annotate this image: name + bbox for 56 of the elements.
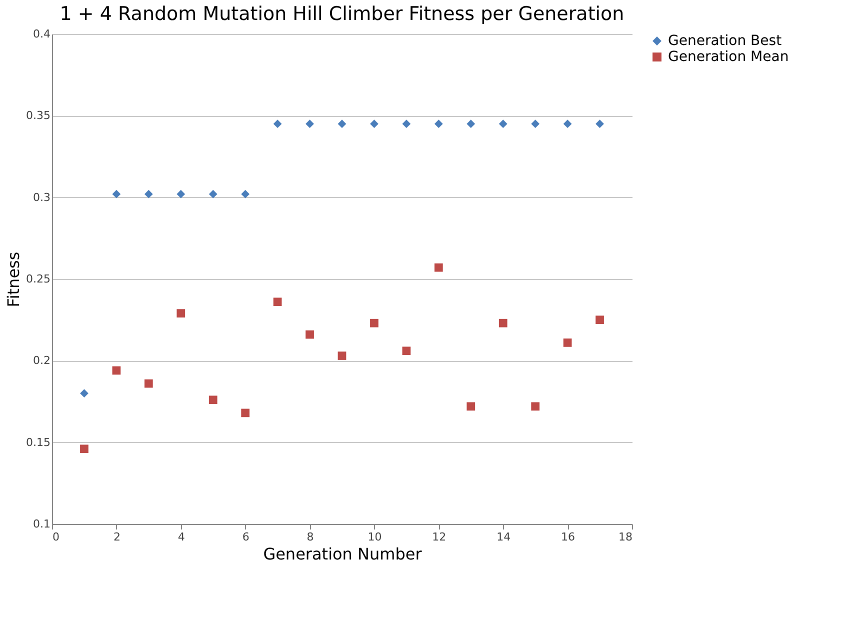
- point: [498, 120, 508, 128]
- x-tick-label: 12: [432, 530, 446, 544]
- x-tick-label: 16: [561, 530, 576, 544]
- point: [531, 120, 540, 128]
- point: [563, 338, 572, 347]
- point: [434, 263, 443, 272]
- legend-label: Generation Mean: [668, 49, 789, 65]
- y-tick-label: 0.2: [33, 354, 50, 368]
- x-axis-title: Generation Number: [263, 544, 422, 564]
- point: [596, 316, 604, 324]
- y-tick-label: 0.3: [33, 190, 50, 204]
- point: [112, 190, 121, 198]
- x-tick-label: 2: [113, 530, 120, 544]
- point: [466, 120, 476, 128]
- legend-label: Generation Best: [668, 33, 782, 49]
- point: [80, 389, 88, 398]
- point: [241, 190, 250, 198]
- y-tick-label: 0.25: [26, 272, 50, 286]
- x-tick-label: 8: [306, 530, 314, 544]
- point: [434, 120, 443, 128]
- x-tick-label: 4: [178, 530, 185, 544]
- point: [370, 120, 378, 128]
- point: [273, 120, 282, 128]
- point: [176, 309, 186, 318]
- x-tick-label: 14: [496, 530, 511, 544]
- point: [338, 120, 346, 128]
- y-tick-label: 0.4: [33, 28, 50, 40]
- point: [241, 408, 250, 418]
- point: [402, 120, 411, 128]
- point: [563, 120, 572, 128]
- x-tick-label: 18: [618, 530, 632, 544]
- point: [338, 352, 346, 360]
- point: [208, 190, 218, 198]
- chart-title: 1 + 4 Random Mutation Hill Climber Fitness per Generation: [60, 3, 624, 25]
- point: [144, 190, 153, 198]
- point: [402, 346, 411, 356]
- point: [176, 190, 186, 198]
- point: [531, 402, 540, 411]
- point: [273, 298, 282, 306]
- point: [144, 379, 153, 388]
- point: [80, 444, 88, 454]
- point: [306, 330, 314, 339]
- y-tick-label: 0.35: [26, 109, 50, 122]
- point: [306, 120, 314, 128]
- point: [466, 402, 476, 411]
- y-axis-title: Fitness: [4, 252, 24, 308]
- x-tick-label: 6: [242, 530, 250, 544]
- point: [112, 366, 121, 375]
- point: [370, 318, 378, 328]
- y-tick-label: 0.1: [33, 518, 50, 530]
- y-tick-label: 0.15: [26, 436, 50, 449]
- point: [208, 396, 218, 404]
- x-tick-label: 0: [52, 530, 60, 544]
- point: [498, 318, 508, 328]
- point: [596, 120, 604, 128]
- x-tick-label: 10: [368, 530, 382, 544]
